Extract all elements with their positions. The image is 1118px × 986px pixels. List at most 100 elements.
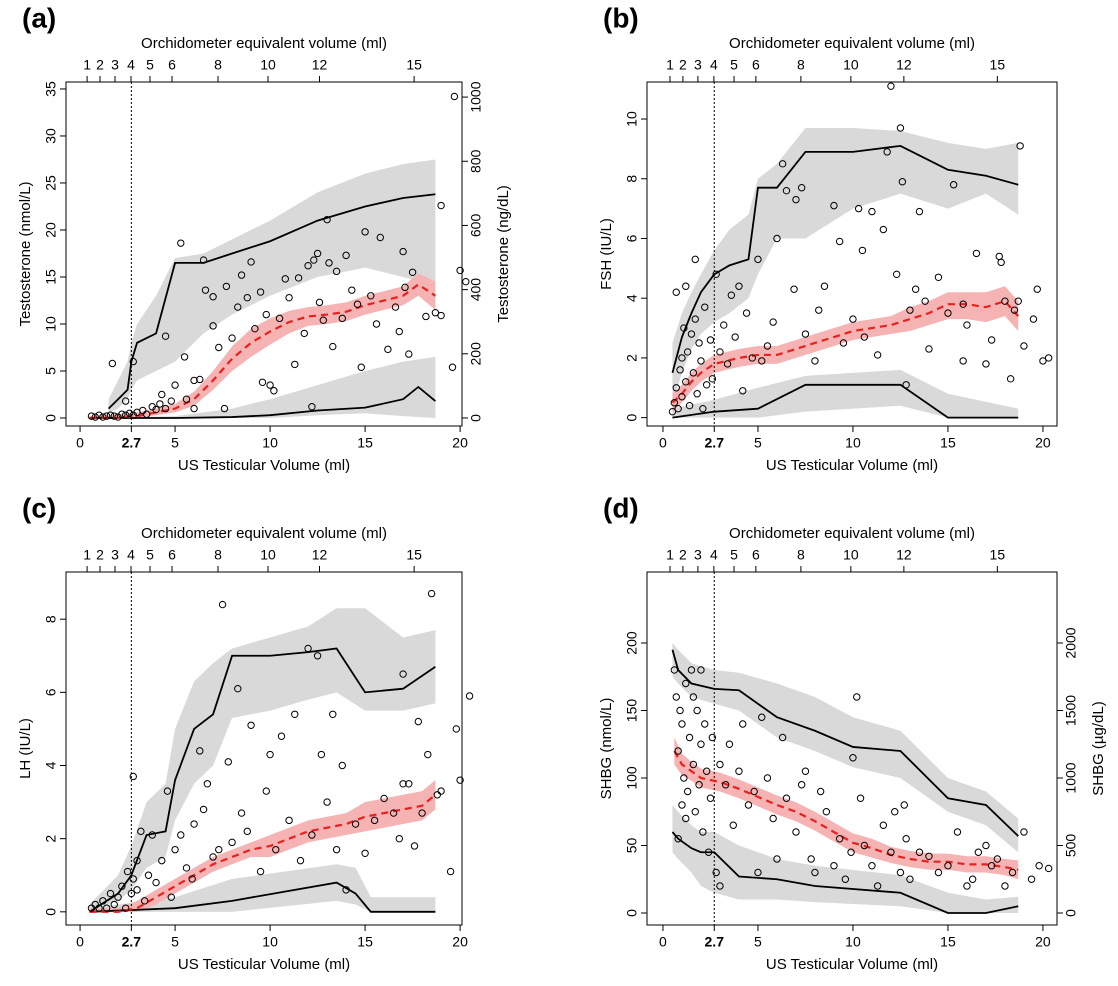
data-point [317,750,326,759]
data-point [270,387,278,395]
data-point [144,871,153,879]
data-point [716,348,724,356]
x-tick-label: 10 [262,934,278,950]
confidence-band [672,286,1019,412]
x2-tick-label: 2 [679,57,687,73]
confidence-band [672,127,1019,403]
data-point [129,772,137,781]
data-point [815,306,823,314]
data-point [727,291,736,299]
data-point [887,848,895,856]
data-point [209,853,217,861]
data-point [247,721,255,729]
data-point [456,266,464,275]
data-point [372,320,381,328]
data-point [682,378,690,386]
data-point [695,339,703,347]
data-point [676,366,684,374]
plot-frame [65,571,463,926]
data-point [384,345,392,354]
y2-tick-label: 1000 [468,81,484,112]
x-tick-label: 0 [76,934,84,950]
data-point [308,831,316,839]
median-line [671,299,1020,404]
data-point [835,237,844,246]
data-point [702,381,711,389]
x-tick-label: 20 [452,435,468,451]
x2-tick-label: 4 [127,547,135,563]
data-point [678,354,686,362]
x2-axis-label: Orchidometer equivalent volume (ml) [141,525,387,542]
data-point [720,321,728,329]
y-tick-label: 100 [624,766,640,790]
data-point [319,316,327,324]
data-point [405,780,413,788]
data-point [156,400,164,408]
data-point [1035,862,1043,870]
x2-tick-label: 15 [990,547,1006,563]
y2-tick-label: 0 [1063,909,1079,917]
data-point [670,399,679,407]
x2-tick-label: 12 [896,547,912,563]
y-tick-label: 8 [624,175,640,183]
data-point [199,805,208,814]
data-point [196,747,204,755]
data-point [934,868,943,877]
data-point [199,256,208,264]
x2-tick-label: 2 [96,57,104,73]
data-point [234,684,242,693]
x-axis-label: US Testicular Volume (ml) [766,956,938,973]
percentile-line [89,647,436,913]
data-point [1033,285,1041,293]
x2-axis-label: Orchidometer equivalent volume (ml) [729,35,975,52]
data-point [291,710,299,718]
data-point [854,204,863,213]
y-tick-label: 10 [624,111,640,127]
y-tick-label: 0 [624,909,640,917]
data-point [91,900,99,909]
data-point [873,882,882,890]
data-point [982,360,990,368]
data-point [856,794,865,802]
x-tick-label: 15 [940,435,956,451]
data-point [137,827,145,836]
data-point [974,848,983,856]
x2-tick-label: 3 [111,547,119,563]
data-point [370,816,379,825]
data-point [110,900,118,909]
x-tick-label: 10 [845,934,861,950]
data-point [835,835,844,843]
data-point [792,195,800,204]
x2-tick-label: 12 [896,57,912,73]
percentile-line [672,383,1019,419]
x-tick-label: 0 [76,435,84,451]
data-point [313,249,322,258]
data-point [687,330,696,338]
data-point [944,309,952,317]
confidence-band [672,804,1019,913]
data-point [1039,357,1047,365]
x-tick-label: 5 [171,934,179,950]
data-point [704,848,713,856]
data-point [329,342,337,351]
x2-tick-label: 10 [843,57,859,73]
data-point [993,855,1002,863]
data-point [898,178,907,186]
data-point [708,375,717,383]
data-point [773,234,781,243]
confidence-band [89,780,436,912]
data-point [256,867,265,876]
data-point [163,787,172,795]
x-tick-label: 5 [754,934,762,950]
x2-tick-label: 2 [679,547,687,563]
x2-tick-label: 6 [752,57,760,73]
y-tick-label: 2 [624,354,640,362]
data-point [995,252,1003,261]
data-point [427,589,436,598]
confidence-band [89,273,436,419]
x-tick-label: 15 [357,934,373,950]
x-axis-label: US Testicular Volume (ml) [766,457,938,474]
data-point [446,867,455,876]
data-point [391,303,400,311]
